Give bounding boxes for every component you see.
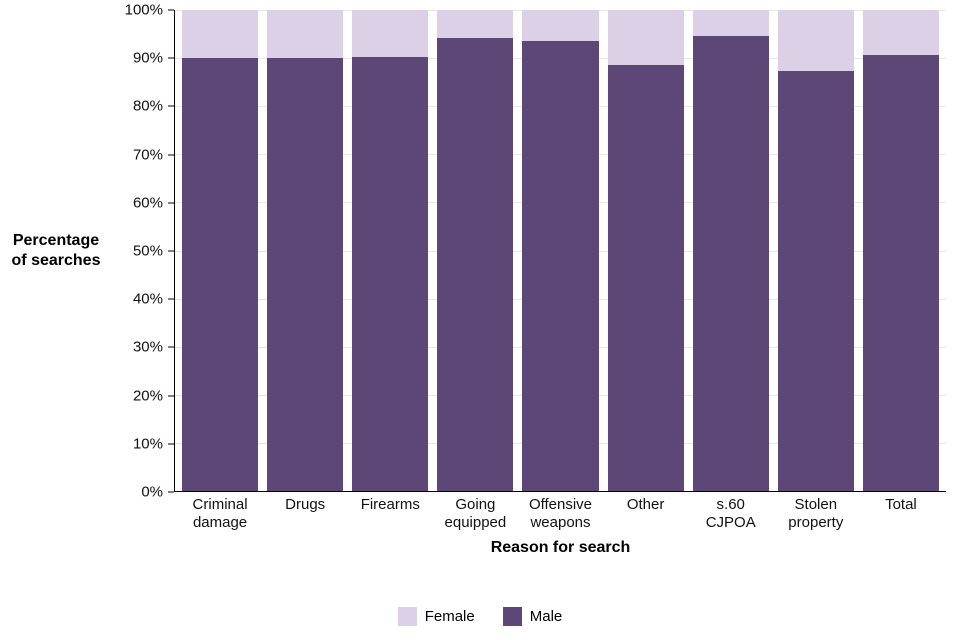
y-tick-label: 0% [141,483,163,501]
bar-segment-female [692,10,769,37]
y-tick: 20% [133,387,174,404]
y-tick: 30% [133,339,174,356]
bar-segment-male [267,58,344,491]
bar-drugs [267,10,344,491]
y-tick-mark [168,395,174,397]
x-tick-label: Stolen property [788,496,844,531]
y-tick-label: 20% [132,387,163,405]
y-tick-mark [168,346,174,348]
legend-swatch-male [502,607,522,626]
bars [175,10,946,491]
y-axis: 0% 10% 20% 30% 40% 50% 60% 70% 80% 90% 100% [112,2,174,501]
y-tick: 80% [133,98,174,115]
bar-firearms [352,10,429,491]
legend-swatch-female [397,607,417,626]
y-tick-mark [168,57,174,59]
bar-segment-female [267,10,344,59]
bar-segment-female [182,10,259,59]
bar-s-60-cjpoa [692,10,769,491]
y-tick-mark [168,202,174,204]
y-tick: 70% [133,146,174,163]
x-tick-label: Firearms [360,496,420,513]
bar-segment-female [862,10,939,56]
x-axis-ticks: Criminal damage Drugs Firearms Going equipp… [175,491,946,532]
bar-segment-male [862,55,939,491]
chart-body: Percentage of searches 0% 10% 20% 30% 40% 50%… [11,2,946,556]
y-tick-label: 80% [132,97,163,115]
y-tick-label: 70% [132,146,163,164]
x-tick-label: Going equipped [444,496,507,531]
legend-label: Female [424,608,475,625]
y-tick: 0% [141,484,174,501]
bar-segment-male [607,65,684,491]
bar-segment-female [777,10,854,72]
bar-going-equipped [437,10,514,491]
legend-item-male: Male [502,607,563,626]
x-tick-label: Drugs [285,496,326,513]
bar-criminal-damage [182,10,259,491]
y-tick-mark [168,9,174,11]
x-tick-label: Criminal damage [192,496,248,531]
y-tick-label: 40% [132,290,163,308]
y-tick: 50% [133,243,174,260]
y-tick-label: 30% [132,338,163,356]
plot-area: Criminal damage Drugs Firearms Going equipp… [174,10,946,556]
y-tick-label: 90% [132,49,163,67]
legend-item-female: Female [397,607,475,626]
bar-segment-male [692,36,769,491]
legend: Female Male [0,607,960,626]
bar-segment-female [607,10,684,66]
y-tick: 90% [133,50,174,67]
y-tick: 10% [133,435,174,452]
y-tick-label: 50% [132,242,163,260]
bar-other [607,10,684,491]
y-tick-mark [168,154,174,156]
bar-segment-female [437,10,514,38]
y-tick: 40% [133,291,174,308]
y-tick-label: 10% [132,435,163,453]
y-tick-mark [168,105,174,107]
bar-segment-female [522,10,599,41]
x-tick-label: s.60 CJPOA [705,496,756,531]
y-tick-label: 60% [132,194,163,212]
bar-segment-male [182,58,259,491]
bar-segment-male [437,37,514,491]
x-axis-title: Reason for search [490,539,631,556]
legend-label: Male [529,608,563,625]
bar-segment-male [777,71,854,491]
bar-segment-male [522,40,599,491]
y-axis-title: Percentage of searches [11,232,101,269]
y-tick-mark [168,250,174,252]
y-tick: 60% [133,194,174,211]
bar-stolen-property [777,10,854,491]
y-tick-mark [168,491,174,493]
y-tick-mark [168,298,174,300]
bar-offensive-weapons [522,10,599,491]
y-tick-mark [168,443,174,445]
x-tick-label: Offensive weapons [528,496,593,531]
x-tick-label: Other [626,496,665,513]
bar-total [862,10,939,491]
y-tick-label: 100% [124,1,163,19]
y-tick: 100% [125,2,174,19]
x-tick-label: Total [885,496,917,513]
bar-segment-female [352,10,429,57]
bar-segment-male [352,56,429,491]
